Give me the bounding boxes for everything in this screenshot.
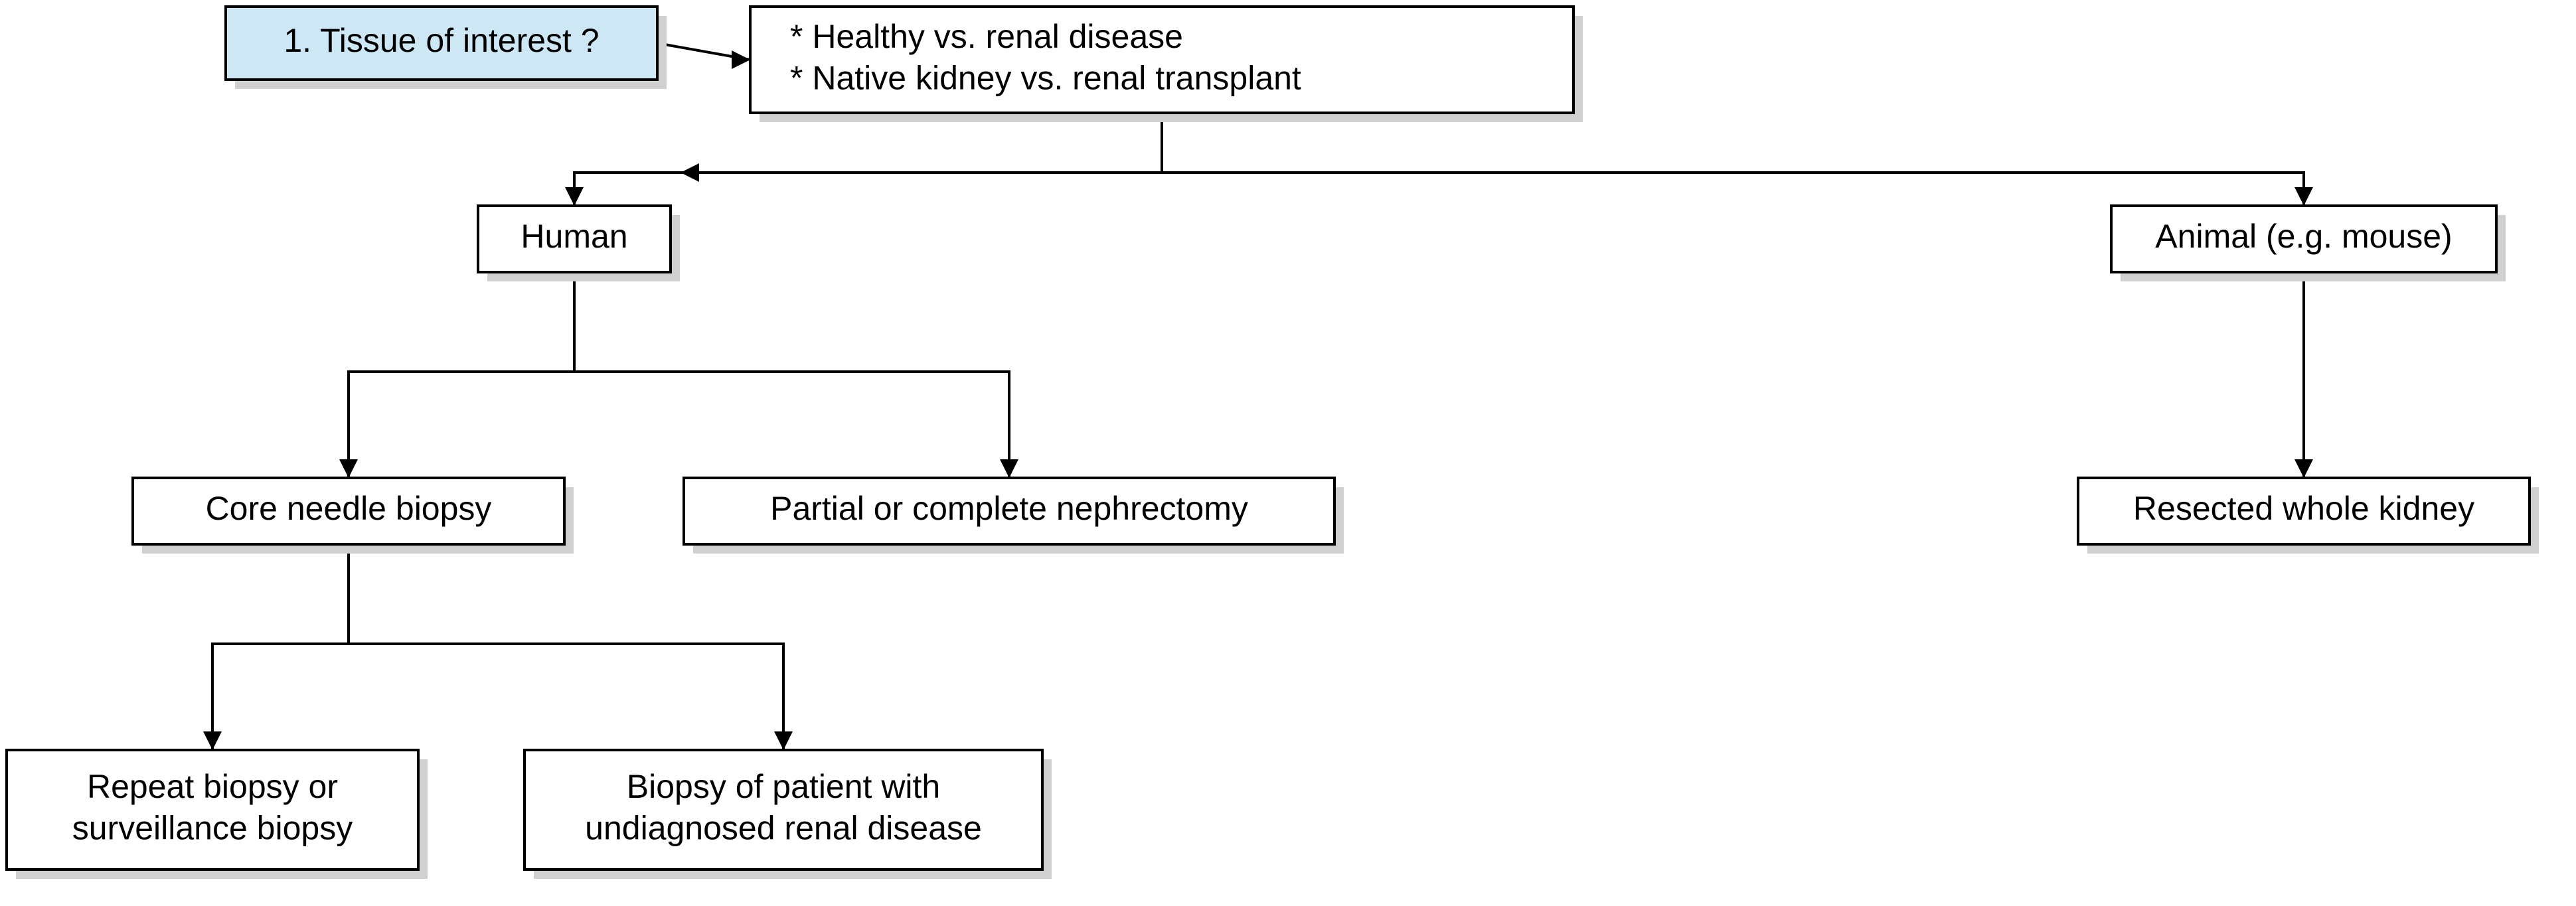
node-resected: Resected whole kidney xyxy=(2078,478,2539,554)
edge-line xyxy=(574,272,1009,478)
node-label: Animal (e.g. mouse) xyxy=(2155,218,2452,255)
node-label: Resected whole kidney xyxy=(2133,490,2474,527)
node-label: Repeat biopsy or xyxy=(87,768,338,805)
node-animal: Animal (e.g. mouse) xyxy=(2111,206,2506,281)
arrow-head-icon xyxy=(2294,459,2313,478)
node-undiag: Biopsy of patient with undiagnosed renal … xyxy=(524,750,1052,879)
nodes-layer: 1. Tissue of interest ? * Healthy vs. ren… xyxy=(7,7,2539,879)
node-label: Biopsy of patient with xyxy=(627,768,941,805)
arrow-head-icon xyxy=(1000,459,1018,478)
node-label: Core needle biopsy xyxy=(206,490,492,527)
node-label: Human xyxy=(521,218,627,255)
node-label: * Native kidney vs. renal transplant xyxy=(790,59,1301,96)
node-tissue: 1. Tissue of interest ? xyxy=(226,7,667,89)
flowchart-canvas: 1. Tissue of interest ? * Healthy vs. ren… xyxy=(0,0,2576,906)
edge-line xyxy=(212,544,349,750)
arrow-head-icon xyxy=(339,459,358,478)
edges-layer xyxy=(203,43,2313,750)
node-label: surveillance biopsy xyxy=(72,809,353,846)
node-core: Core needle biopsy xyxy=(133,478,574,554)
edge-line xyxy=(574,113,1162,206)
edge-line xyxy=(1162,113,2304,206)
node-label: undiagnosed renal disease xyxy=(585,809,982,846)
edge-line xyxy=(349,544,783,750)
arrow-head-icon xyxy=(2294,187,2313,206)
arrow-head-icon xyxy=(732,50,750,69)
arrow-head-icon xyxy=(774,731,793,750)
node-label: 1. Tissue of interest ? xyxy=(283,22,599,59)
node-human: Human xyxy=(478,206,680,281)
arrow-head-icon xyxy=(203,731,222,750)
node-nephr: Partial or complete nephrectomy xyxy=(684,478,1344,554)
node-repeat: Repeat biopsy or surveillance biopsy xyxy=(7,750,428,879)
node-criteria: * Healthy vs. renal disease * Native kidn… xyxy=(750,7,1583,122)
edge-line xyxy=(349,272,574,478)
node-label: * Healthy vs. renal disease xyxy=(790,18,1183,55)
arrow-head-icon xyxy=(681,163,699,182)
node-label: Partial or complete nephrectomy xyxy=(770,490,1248,527)
arrow-head-icon xyxy=(565,187,584,206)
